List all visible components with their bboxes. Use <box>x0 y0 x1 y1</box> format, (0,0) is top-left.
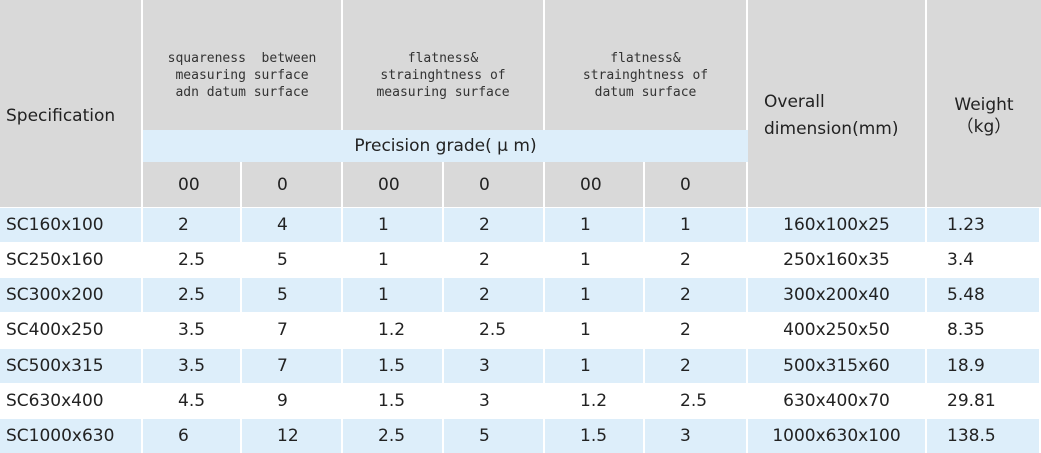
table-cell: 1 <box>545 347 645 383</box>
table-cell: 2.5 <box>143 242 242 278</box>
table-cell: 300x200x40 <box>748 277 927 313</box>
table-cell: 9 <box>242 382 343 418</box>
group-header: flatness& strainghtness of measuring surfa… <box>343 0 545 130</box>
table-cell: 1000x630x100 <box>748 417 927 453</box>
table-cell: 2 <box>645 347 748 383</box>
table-cell: SC300x200 <box>0 277 143 313</box>
group-header-line: measuring surface <box>376 84 510 100</box>
table-cell: 5 <box>444 417 545 453</box>
group-header-line: squareness between <box>167 50 317 66</box>
table-cell: 18.9 <box>927 347 1041 383</box>
table-cell: 160x100x25 <box>748 207 927 243</box>
group-header-line: strainghtness of <box>380 67 506 83</box>
table-cell: 1 <box>545 277 645 313</box>
group-header-line: measuring surface <box>175 67 309 83</box>
table-cell: 630x400x70 <box>748 382 927 418</box>
table-cell: 1 <box>545 207 645 243</box>
table-cell: 1.5 <box>343 382 444 418</box>
table-cell: 2.5 <box>645 382 748 418</box>
table-cell: 1.2 <box>343 312 444 348</box>
table-cell: SC1000x630 <box>0 417 143 453</box>
grade-header: 00 <box>143 162 242 207</box>
table-cell: 6 <box>143 417 242 453</box>
table-cell: 5 <box>242 242 343 278</box>
table-cell: 5 <box>242 277 343 313</box>
group-header-line: flatness& <box>610 50 681 66</box>
table-cell: 2.5 <box>343 417 444 453</box>
table-cell: SC250x160 <box>0 242 143 278</box>
table-cell: 1.2 <box>545 382 645 418</box>
table-cell: SC400x250 <box>0 312 143 348</box>
table-cell: 1.23 <box>927 207 1041 243</box>
table-cell: 400x250x50 <box>748 312 927 348</box>
table-cell: 2.5 <box>143 277 242 313</box>
table-cell: 500x315x60 <box>748 347 927 383</box>
grade-header: 00 <box>545 162 645 207</box>
specification-header: Specification <box>0 0 143 207</box>
table-cell: 7 <box>242 347 343 383</box>
table-cell: 1 <box>645 207 748 243</box>
table-cell: 3 <box>645 417 748 453</box>
table-cell: SC630x400 <box>0 382 143 418</box>
table-cell: 2 <box>143 207 242 243</box>
table-cell: 29.81 <box>927 382 1041 418</box>
table-cell: SC160x100 <box>0 207 143 243</box>
table-cell: 2.5 <box>444 312 545 348</box>
weight-header: Weight （kg） <box>927 0 1041 207</box>
group-header: squareness between measuring surface adn d… <box>143 0 343 130</box>
table-cell: 138.5 <box>927 417 1041 453</box>
group-header-line: datum surface <box>594 84 697 100</box>
precision-header: Precision grade( μ m) <box>143 130 748 162</box>
group-header: flatness& strainghtness of datum surface <box>545 0 748 130</box>
table-cell: 1 <box>545 242 645 278</box>
table-cell: 4 <box>242 207 343 243</box>
table-cell: 7 <box>242 312 343 348</box>
weight-header-line: （kg） <box>956 117 1012 137</box>
table-cell: SC500x315 <box>0 347 143 383</box>
grade-header: 0 <box>444 162 545 207</box>
group-header-line: adn datum surface <box>175 84 309 100</box>
overall-header-line: Overall <box>764 92 825 112</box>
table-cell: 5.48 <box>927 277 1041 313</box>
table-cell: 4.5 <box>143 382 242 418</box>
table-cell: 1 <box>343 207 444 243</box>
table-cell: 1 <box>343 242 444 278</box>
table-cell: 8.35 <box>927 312 1041 348</box>
table-cell: 3.5 <box>143 312 242 348</box>
table-cell: 2 <box>444 277 545 313</box>
table-cell: 2 <box>444 207 545 243</box>
grade-header: 00 <box>343 162 444 207</box>
table-cell: 3 <box>444 347 545 383</box>
table-cell: 2 <box>645 312 748 348</box>
overall-header-line: dimension(mm) <box>764 119 899 139</box>
weight-header-line: Weight <box>954 95 1014 115</box>
overall-header: Overall dimension(mm) <box>748 0 927 207</box>
table-cell: 2 <box>645 242 748 278</box>
table-cell: 2 <box>645 277 748 313</box>
grade-header: 0 <box>645 162 748 207</box>
table-cell: 1 <box>545 312 645 348</box>
table-cell: 3.5 <box>143 347 242 383</box>
grade-header: 0 <box>242 162 343 207</box>
table-cell: 1.5 <box>545 417 645 453</box>
table-cell: 250x160x35 <box>748 242 927 278</box>
table-cell: 1 <box>343 277 444 313</box>
table-cell: 12 <box>242 417 343 453</box>
table-cell: 1.5 <box>343 347 444 383</box>
table-cell: 3 <box>444 382 545 418</box>
table-cell: 3.4 <box>927 242 1041 278</box>
group-header-line: strainghtness of <box>582 67 709 83</box>
group-header-line: flatness& <box>407 50 479 66</box>
table-cell: 2 <box>444 242 545 278</box>
